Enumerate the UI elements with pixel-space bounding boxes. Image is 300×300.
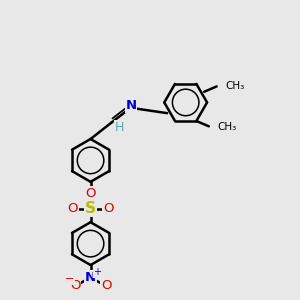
- Text: O: O: [103, 202, 114, 215]
- Text: S: S: [85, 201, 96, 216]
- Text: O: O: [85, 187, 96, 200]
- Text: O: O: [70, 279, 80, 292]
- Text: −: −: [65, 274, 74, 284]
- Text: O: O: [101, 279, 111, 292]
- Text: N: N: [126, 99, 137, 112]
- Text: +: +: [93, 267, 101, 277]
- Text: O: O: [68, 202, 78, 215]
- Text: CH₃: CH₃: [217, 122, 236, 132]
- Text: CH₃: CH₃: [225, 81, 244, 91]
- Text: H: H: [115, 121, 124, 134]
- Text: N: N: [85, 271, 96, 284]
